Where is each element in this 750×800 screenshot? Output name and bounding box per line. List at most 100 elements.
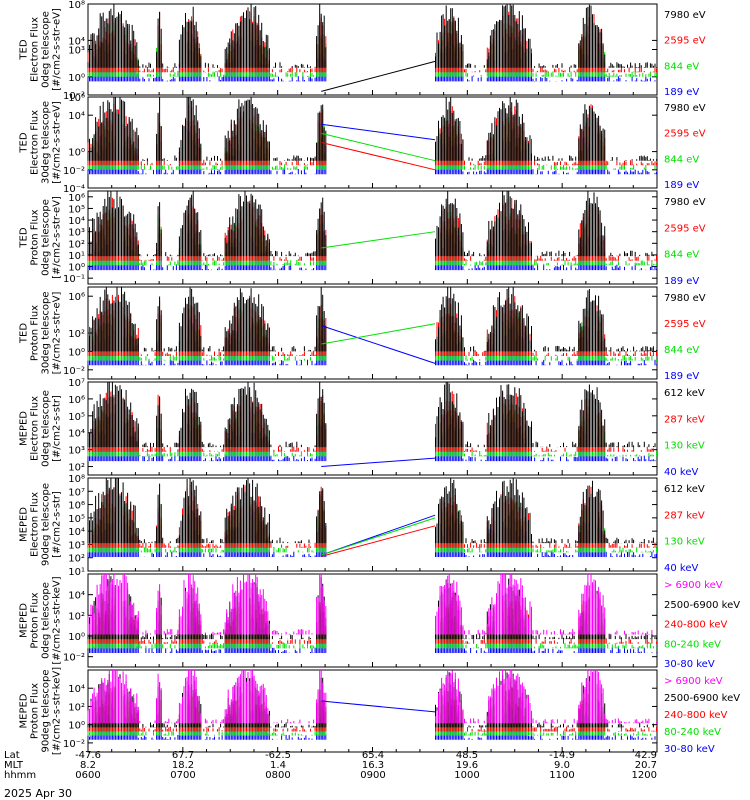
ylabel-line: Proton Flux — [30, 305, 41, 361]
ytick-label: 10⁶ — [68, 501, 85, 512]
panel-5: 10² 10³ 10⁴ 10⁵ 10⁶ 10⁷ MEPEDElectron Flux0deg… — [19, 378, 705, 478]
ylabel: TEDProton Flux30deg telescope[#/cm2-s-st… — [19, 291, 63, 374]
ytick-label: 10⁷ — [68, 487, 85, 498]
flux-trace — [87, 681, 657, 732]
ylabel-line: 0deg telescope — [41, 11, 52, 88]
legend-entry: 7980 eV — [664, 10, 706, 21]
footer-row-label: hhmm — [4, 770, 36, 781]
legend-entry: 189 eV — [664, 276, 699, 287]
ytick-label: 10⁸ — [68, 474, 85, 485]
ylabel: MEPEDProton Flux90deg telescope[#/cm2-s-… — [19, 667, 63, 755]
ytick-label: 10⁴ — [68, 429, 85, 440]
gap-connector-line — [321, 231, 436, 249]
legend-entry: > 6900 keV — [664, 580, 723, 591]
legend-entry: 612 keV — [664, 484, 705, 495]
footer-value: 1000 — [454, 770, 479, 781]
ytick-label: 10⁴ — [68, 527, 85, 538]
legend-entry: 7980 eV — [664, 197, 706, 208]
flux-trace — [87, 115, 656, 170]
legend-entry: 40 keV — [664, 563, 698, 574]
panel-4: 10⁻² 10⁰ 10² 10⁶ TEDProton Flux30deg telesco… — [19, 286, 706, 382]
legend-entry: 844 eV — [664, 345, 699, 356]
gap-connector-line — [321, 700, 436, 713]
panel-frame — [87, 96, 658, 189]
legend-entry: 80-240 keV — [664, 727, 721, 738]
footer-value: 8.2 — [80, 760, 96, 771]
legend-entry: 287 keV — [664, 414, 705, 425]
ylabel: MEPEDElectron Flux0deg telescope[#/cm2-s… — [19, 390, 63, 467]
flux-trace — [87, 97, 657, 161]
ytick-label: 10² — [68, 239, 85, 250]
legend-entry: 612 keV — [664, 388, 705, 399]
ytick-label: 10⁷ — [68, 378, 85, 389]
flux-trace — [87, 576, 657, 640]
ytick-label: 10² — [68, 329, 85, 340]
footer-value: 1100 — [549, 770, 574, 781]
ytick-label: 10⁰ — [68, 632, 85, 643]
gap-connector-line — [321, 132, 436, 162]
ytick-label: 10⁰ — [68, 148, 85, 159]
flux-trace — [87, 411, 656, 462]
ytick-label: 10⁰ — [68, 263, 85, 274]
ytick-label: 10⁴ — [68, 36, 85, 47]
legend-entry: 2595 eV — [664, 223, 706, 234]
footer-value: 67.7 — [172, 750, 194, 761]
ytick-label: 10¹ — [68, 251, 85, 262]
gap-connector-line — [321, 323, 436, 345]
ytick-label: 10² — [68, 554, 85, 565]
ylabel-line: TED — [19, 227, 30, 248]
footer-value: 19.6 — [456, 760, 478, 771]
footer-value: -14.9 — [549, 750, 575, 761]
ytick-label: 10⁰ — [68, 347, 85, 358]
gap-connector-line — [321, 517, 436, 556]
legend-entry: 844 eV — [664, 154, 699, 165]
ylabel-line: Electron Flux — [30, 396, 41, 461]
ylabel-line: Electron Flux — [30, 492, 41, 557]
ylabel-line: Proton Flux — [30, 683, 41, 739]
gap-connector-line — [321, 142, 436, 171]
flux-trace — [87, 306, 657, 361]
legend-entry: 844 eV — [664, 250, 699, 261]
ylabel-line: Electron Flux — [30, 110, 41, 175]
ylabel: TEDProton Flux0deg telescope[#/cm2-s-str… — [19, 196, 63, 279]
flux-trace — [87, 587, 657, 644]
flux-trace — [87, 294, 657, 356]
footer-value: 48.5 — [456, 750, 478, 761]
ytick-label: 10⁴ — [68, 591, 85, 602]
footer-value: 0600 — [75, 770, 100, 781]
flux-trace — [87, 126, 657, 175]
footer-value: 65.4 — [362, 750, 384, 761]
footer-value: -62.5 — [265, 750, 291, 761]
ytick-label: 10⁶ — [68, 193, 85, 204]
footer-value: 0900 — [360, 770, 385, 781]
ytick-label: 10⁶ — [68, 395, 85, 406]
panel-frame — [87, 669, 658, 753]
flux-trace — [87, 390, 654, 452]
gap-connector-line — [321, 325, 436, 364]
flux-trace — [87, 400, 657, 457]
flux-trace — [87, 670, 657, 724]
ylabel-line: [#/cm2-s-str-eV] — [52, 8, 63, 91]
footer-row-label: MLT — [4, 760, 24, 771]
legend-entry: 240-800 keV — [664, 710, 728, 721]
flux-trace — [87, 610, 657, 653]
ytick-label: 10⁰ — [68, 721, 85, 732]
ylabel-line: 0deg telescope — [41, 199, 52, 276]
ylabel-line: [#/cm2-s-str] — [52, 491, 63, 558]
gap-connector-line — [321, 60, 436, 92]
ytick-label: 10¹ — [68, 567, 85, 578]
legend-entry: 240-800 keV — [664, 620, 728, 631]
ytick-label: 10⁰ — [68, 73, 85, 84]
ylabel-line: 30deg telescope — [41, 101, 52, 184]
ylabel-line: Proton Flux — [30, 592, 41, 648]
ylabel-line: 0deg telescope — [41, 390, 52, 467]
ytick-label: 10³ — [68, 46, 85, 57]
footer-value: 9.0 — [554, 760, 570, 771]
ylabel: TEDElectron Flux0deg telescope[#/cm2-s-s… — [19, 8, 63, 91]
ytick-label: 10⁻² — [63, 366, 85, 377]
legend-entry: 2595 eV — [664, 319, 706, 330]
legend-entry: 189 eV — [664, 180, 699, 191]
